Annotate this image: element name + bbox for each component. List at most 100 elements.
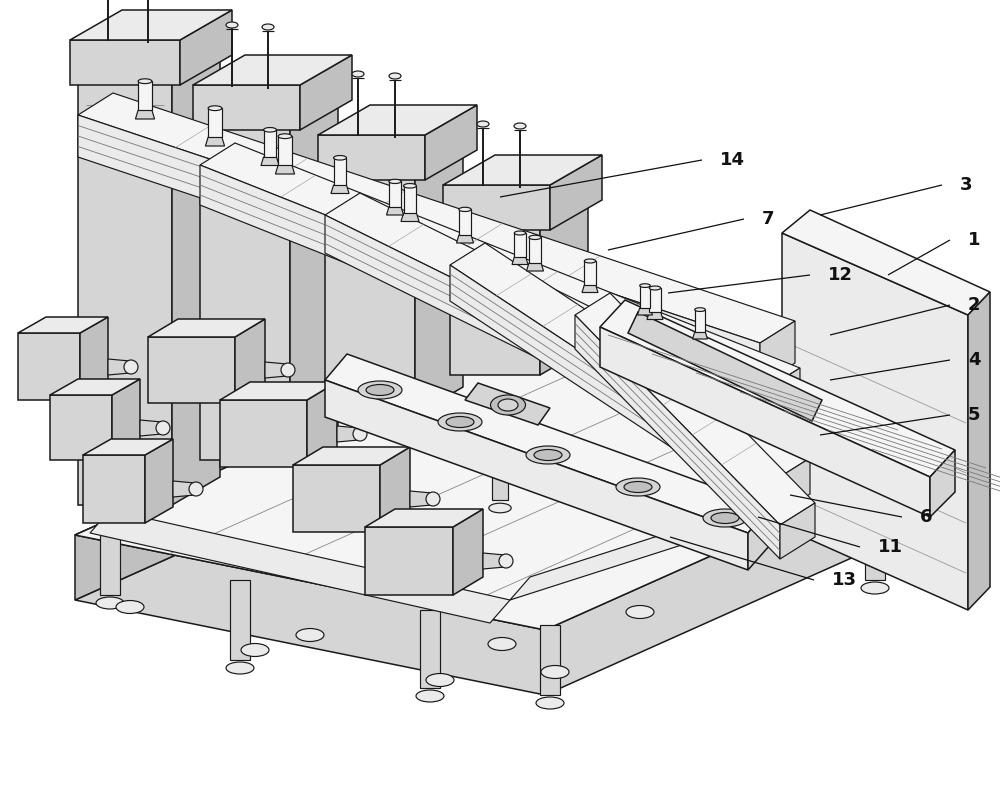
Polygon shape — [365, 509, 483, 527]
Ellipse shape — [488, 638, 516, 650]
Polygon shape — [510, 452, 920, 600]
Polygon shape — [235, 319, 265, 403]
Polygon shape — [930, 465, 950, 555]
Text: 14: 14 — [720, 151, 745, 169]
Ellipse shape — [156, 421, 170, 435]
Polygon shape — [443, 155, 602, 185]
Polygon shape — [50, 395, 112, 460]
Ellipse shape — [208, 106, 222, 111]
Ellipse shape — [861, 582, 889, 594]
Ellipse shape — [241, 643, 269, 657]
Text: 13: 13 — [832, 571, 857, 589]
Polygon shape — [540, 625, 560, 695]
Polygon shape — [865, 490, 885, 580]
Ellipse shape — [358, 381, 402, 399]
Polygon shape — [78, 115, 760, 385]
Polygon shape — [450, 215, 540, 375]
Polygon shape — [108, 359, 130, 375]
Ellipse shape — [640, 284, 650, 288]
Polygon shape — [148, 319, 265, 337]
Polygon shape — [193, 55, 352, 85]
Polygon shape — [75, 345, 970, 630]
Polygon shape — [325, 193, 805, 435]
Ellipse shape — [116, 600, 144, 614]
Ellipse shape — [189, 482, 203, 496]
Polygon shape — [172, 47, 220, 505]
Polygon shape — [325, 354, 770, 533]
Ellipse shape — [353, 427, 367, 441]
Ellipse shape — [296, 629, 324, 642]
Polygon shape — [775, 458, 810, 516]
Polygon shape — [415, 137, 463, 415]
Ellipse shape — [541, 665, 569, 678]
Ellipse shape — [536, 697, 564, 709]
Polygon shape — [782, 233, 968, 610]
Polygon shape — [512, 257, 528, 265]
Polygon shape — [70, 10, 232, 40]
Ellipse shape — [426, 492, 440, 506]
Ellipse shape — [526, 446, 570, 464]
Polygon shape — [450, 265, 775, 516]
Polygon shape — [261, 157, 279, 165]
Polygon shape — [492, 415, 508, 500]
Ellipse shape — [624, 482, 652, 492]
Ellipse shape — [584, 259, 596, 263]
Ellipse shape — [499, 554, 513, 568]
Polygon shape — [628, 312, 822, 421]
Polygon shape — [575, 293, 815, 525]
Ellipse shape — [459, 207, 471, 211]
Polygon shape — [765, 368, 800, 430]
Polygon shape — [220, 382, 337, 400]
Polygon shape — [140, 420, 162, 436]
Polygon shape — [443, 185, 550, 230]
Polygon shape — [112, 379, 140, 460]
Ellipse shape — [490, 395, 526, 415]
Polygon shape — [208, 108, 222, 137]
Polygon shape — [148, 337, 235, 403]
Ellipse shape — [926, 557, 954, 569]
Ellipse shape — [534, 449, 562, 460]
Text: 1: 1 — [968, 231, 980, 249]
Ellipse shape — [498, 399, 518, 411]
Polygon shape — [90, 510, 510, 623]
Polygon shape — [200, 165, 765, 430]
Polygon shape — [83, 455, 145, 523]
Polygon shape — [83, 439, 173, 455]
Polygon shape — [453, 509, 483, 595]
Text: 12: 12 — [828, 266, 853, 284]
Polygon shape — [293, 465, 380, 532]
Polygon shape — [135, 110, 155, 119]
Ellipse shape — [477, 121, 489, 127]
Polygon shape — [693, 332, 707, 339]
Ellipse shape — [514, 123, 526, 129]
Polygon shape — [582, 285, 598, 293]
Polygon shape — [70, 40, 180, 85]
Ellipse shape — [226, 22, 238, 28]
Polygon shape — [420, 610, 440, 688]
Polygon shape — [290, 87, 338, 460]
Polygon shape — [456, 235, 474, 243]
Ellipse shape — [352, 71, 364, 77]
Polygon shape — [649, 288, 661, 312]
Polygon shape — [50, 379, 140, 395]
Ellipse shape — [489, 503, 511, 513]
Polygon shape — [334, 157, 346, 185]
Polygon shape — [78, 47, 220, 75]
Ellipse shape — [438, 413, 482, 431]
Polygon shape — [200, 143, 800, 390]
Polygon shape — [638, 308, 652, 315]
Polygon shape — [529, 238, 541, 263]
Text: 4: 4 — [968, 351, 980, 369]
Ellipse shape — [821, 509, 849, 522]
Polygon shape — [365, 527, 453, 595]
Ellipse shape — [416, 690, 444, 702]
Polygon shape — [584, 261, 596, 285]
Polygon shape — [780, 503, 815, 559]
Polygon shape — [275, 165, 295, 174]
Polygon shape — [307, 382, 337, 467]
Text: 2: 2 — [968, 296, 980, 314]
Polygon shape — [930, 450, 955, 517]
Polygon shape — [526, 263, 544, 271]
Polygon shape — [459, 209, 471, 235]
Polygon shape — [300, 55, 352, 130]
